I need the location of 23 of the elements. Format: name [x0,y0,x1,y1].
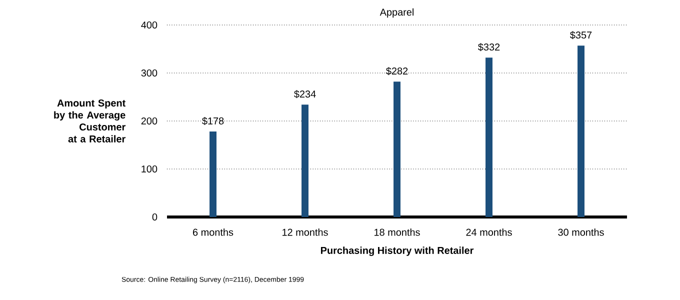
y-tick-label: 0 [152,213,158,221]
bar [210,132,216,217]
x-axis-title: Purchasing History with Retailer [321,246,474,256]
bar [486,58,492,217]
y-tick-label: 300 [141,69,158,77]
chart-title: Apparel [380,8,414,18]
y-axis-title: Amount Spent by the Average Customer at a Retailer [54,100,126,142]
data-label: $332 [478,43,500,52]
bar [302,104,308,217]
data-label: $178 [202,116,224,126]
bar [394,82,400,217]
x-tick-label: 24 months [466,228,512,236]
x-tick-label: 12 months [282,228,328,236]
x-tick-label: 18 months [374,228,420,236]
y-tick-label: 400 [141,21,158,29]
bar [578,46,584,217]
data-label: $357 [570,31,592,40]
data-label: $234 [294,90,316,98]
y-tick-label: 100 [142,165,158,173]
y-tick-label: 200 [141,117,158,125]
data-label: $282 [386,67,408,76]
x-tick-label: 30 months [558,228,604,236]
x-tick-label: 6 months [193,228,234,236]
